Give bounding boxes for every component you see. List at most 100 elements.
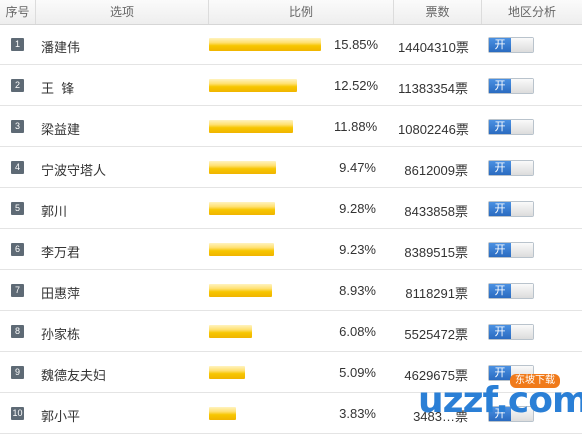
region-analysis-toggle[interactable]: 开 (488, 37, 534, 53)
ratio-bar-track (209, 366, 329, 379)
toggle-knob (511, 38, 533, 52)
toggle-on-label: 开 (489, 243, 511, 257)
ratio-bar-track (209, 325, 329, 338)
ratio-percent: 9.28% (339, 201, 376, 216)
region-analysis-toggle[interactable]: 开 (488, 242, 534, 258)
region-analysis-toggle[interactable]: 开 (488, 324, 534, 340)
candidate-name: 梁益建 (41, 122, 81, 137)
row-index-badge: 10 (11, 407, 24, 420)
candidate-name: 魏德友夫妇 (41, 368, 107, 383)
row-index-badge: 1 (11, 38, 24, 51)
ratio-percent: 6.08% (339, 324, 376, 339)
ratio-bar (209, 120, 293, 133)
ratio-bar-track (209, 284, 329, 297)
ratio-percent: 3.83% (339, 406, 376, 421)
ratio-bar-track (209, 79, 329, 92)
toggle-knob (511, 325, 533, 339)
row-index-badge: 9 (11, 366, 24, 379)
candidate-name: 潘建伟 (41, 40, 81, 55)
ratio-bar-track (209, 161, 329, 174)
vote-count: 3483…票 (413, 409, 468, 424)
ratio-bar (209, 161, 276, 174)
region-analysis-toggle[interactable]: 开 (488, 201, 534, 217)
toggle-knob (511, 284, 533, 298)
ratio-percent: 11.88% (334, 119, 378, 134)
vote-count: 8389515票 (404, 245, 468, 260)
table-row: 1 潘建伟 15.85% 14404310票 开 (0, 25, 582, 65)
table-row: 7 田惠萍 8.93% 8118291票 开 (0, 271, 582, 311)
toggle-on-label: 开 (489, 366, 511, 380)
table-row: 8 孙家栋 6.08% 5525472票 开 (0, 312, 582, 352)
toggle-knob (511, 202, 533, 216)
candidate-name: 郭川 (41, 204, 68, 219)
row-index-badge: 3 (11, 120, 24, 133)
row-index-badge: 4 (11, 161, 24, 174)
table-header: 序号 选项 比例 票数 地区分析 (0, 0, 582, 25)
vote-count: 8433858票 (404, 204, 468, 219)
toggle-on-label: 开 (489, 202, 511, 216)
ratio-bar (209, 243, 274, 256)
vote-count: 5525472票 (404, 327, 468, 342)
table-row: 3 梁益建 11.88% 10802246票 开 (0, 107, 582, 147)
vote-count: 8118291票 (405, 286, 468, 301)
toggle-on-label: 开 (489, 407, 511, 421)
watermark-logo: uzzf.com 东坡下载 (398, 360, 582, 434)
candidate-name: 李万君 (41, 245, 81, 260)
candidate-name: 宁波守塔人 (41, 163, 107, 178)
table-row: 5 郭川 9.28% 8433858票 开 (0, 189, 582, 229)
candidate-name: 孙家栋 (41, 327, 81, 342)
table-row: 10 郭小平 3.83% 3483…票 开 (0, 394, 582, 434)
region-analysis-toggle[interactable]: 开 (488, 160, 534, 176)
row-index-badge: 2 (11, 79, 24, 92)
candidate-name: 田惠萍 (41, 286, 81, 301)
candidate-name: 王 锋 (41, 81, 75, 96)
header-index: 序号 (0, 0, 36, 24)
header-option: 选项 (36, 0, 209, 24)
toggle-knob (511, 161, 533, 175)
row-index-badge: 6 (11, 243, 24, 256)
toggle-on-label: 开 (489, 284, 511, 298)
vote-count: 11383354票 (398, 81, 468, 96)
header-ratio: 比例 (209, 0, 394, 24)
toggle-on-label: 开 (489, 325, 511, 339)
vote-count: 4629675票 (404, 368, 468, 383)
ratio-bar-track (209, 243, 329, 256)
ratio-bar (209, 284, 272, 297)
candidate-name: 郭小平 (41, 409, 81, 424)
ratio-bar-track (209, 202, 329, 215)
ratio-percent: 8.93% (339, 283, 376, 298)
toggle-knob (511, 120, 533, 134)
ratio-percent: 15.85% (334, 37, 379, 52)
ratio-bar (209, 38, 321, 51)
vote-count: 10802246票 (398, 122, 469, 137)
ratio-bar (209, 202, 275, 215)
ratio-percent: 5.09% (339, 365, 376, 380)
ratio-bar (209, 79, 297, 92)
ratio-bar (209, 366, 245, 379)
row-index-badge: 7 (11, 284, 24, 297)
ratio-bar-track (209, 120, 329, 133)
toggle-on-label: 开 (489, 161, 511, 175)
toggle-knob (511, 79, 533, 93)
ratio-bar-track (209, 38, 329, 51)
vote-count: 14404310票 (398, 40, 469, 55)
toggle-on-label: 开 (489, 120, 511, 134)
header-region: 地区分析 (507, 5, 556, 19)
toggle-knob (511, 407, 533, 421)
region-analysis-toggle[interactable]: 开 (488, 283, 534, 299)
table-row: 6 李万君 9.23% 8389515票 开 (0, 230, 582, 270)
table-row: 2 王 锋 12.52% 11383354票 开 (0, 66, 582, 106)
toggle-knob (511, 243, 533, 257)
toggle-on-label: 开 (489, 38, 511, 52)
table-row: 4 宁波守塔人 9.47% 8612009票 开 (0, 148, 582, 188)
ratio-percent: 9.47% (339, 160, 376, 175)
ratio-percent: 12.52% (334, 78, 379, 93)
region-analysis-toggle[interactable]: 开 (488, 406, 534, 422)
row-index-badge: 5 (11, 202, 24, 215)
ratio-bar (209, 407, 236, 420)
ratio-percent: 9.23% (339, 242, 376, 257)
header-votes: 票数 (394, 0, 482, 24)
region-analysis-toggle[interactable]: 开 (488, 119, 534, 135)
region-analysis-toggle[interactable]: 开 (488, 78, 534, 94)
ratio-bar-track (209, 407, 329, 420)
